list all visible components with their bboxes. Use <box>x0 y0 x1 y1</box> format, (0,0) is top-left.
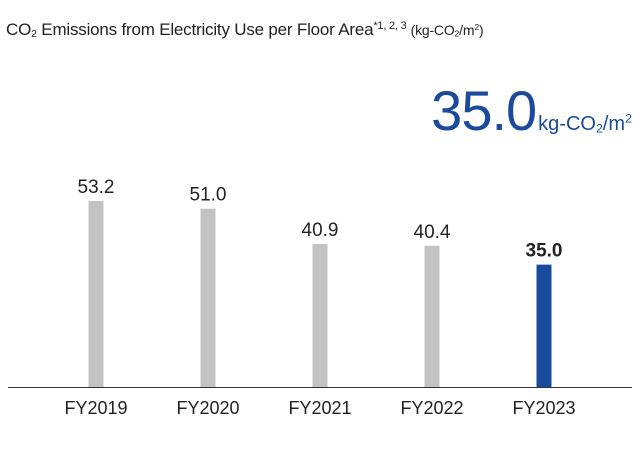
category-label-fy2023: FY2023 <box>512 398 575 418</box>
headline-unit-sup: 2 <box>625 111 632 126</box>
value-label-fy2021: 40.9 <box>302 220 339 241</box>
title-footnote: *1, 2, 3 <box>373 20 407 32</box>
headline-unit-mid: /m <box>602 113 626 135</box>
value-label-fy2019: 53.2 <box>78 177 115 198</box>
value-label-fy2022: 40.4 <box>414 222 451 243</box>
headline-number: 35.0 <box>431 79 537 142</box>
value-label-fy2020: 51.0 <box>190 185 227 206</box>
bar-fy2021 <box>312 244 328 387</box>
bar-fy2023 <box>536 264 552 387</box>
category-label-fy2020: FY2020 <box>176 398 239 418</box>
title-unit-suffix: ) <box>478 22 484 38</box>
chart-title: CO2 Emissions from Electricity Use per F… <box>6 20 484 41</box>
bar-fy2020 <box>200 208 216 387</box>
bar-fy2019 <box>88 201 104 387</box>
headline-unit: kg-CO2/m2 <box>538 111 632 136</box>
title-rest: Emissions from Electricity Use per Floor… <box>36 20 374 39</box>
title-co: CO <box>6 20 32 39</box>
bar-fy2022 <box>424 245 440 387</box>
title-unit: (kg-CO2/m2) <box>410 21 484 39</box>
headline-unit-sub: 2 <box>595 121 603 136</box>
category-label-fy2021: FY2021 <box>288 398 351 418</box>
title-unit-sub: 2 <box>454 28 460 39</box>
title-co-sub: 2 <box>31 28 37 41</box>
title-unit-prefix: (kg-CO <box>410 22 455 38</box>
category-label-fy2019: FY2019 <box>64 398 127 418</box>
title-unit-mid: /m <box>459 22 475 38</box>
headline-unit-prefix: kg-CO <box>538 113 596 135</box>
title-unit-sup: 2 <box>474 21 479 32</box>
category-label-fy2022: FY2022 <box>400 398 463 418</box>
value-label-fy2023: 35.0 <box>526 241 563 262</box>
headline-value: 35.0 kg-CO2/m2 <box>431 78 632 143</box>
